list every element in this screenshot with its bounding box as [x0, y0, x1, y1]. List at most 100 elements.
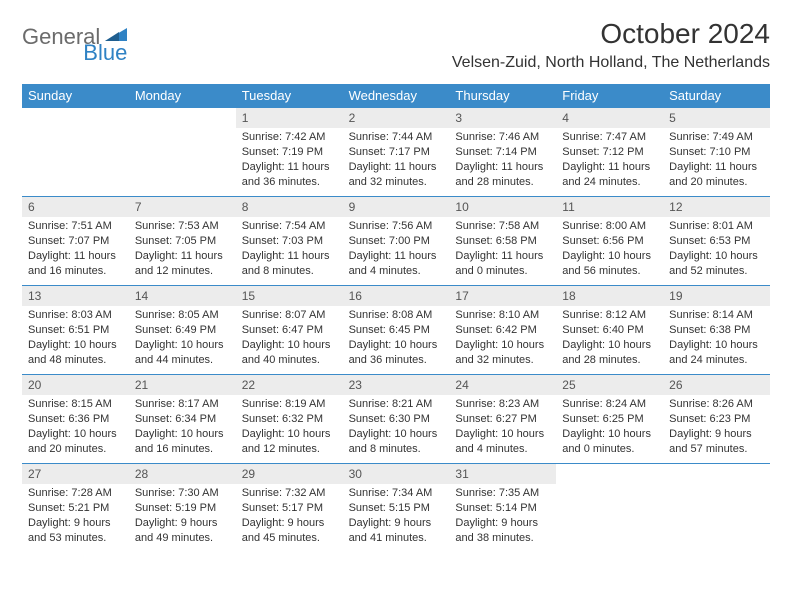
sunset-text: Sunset: 7:17 PM — [349, 145, 444, 160]
calendar-cell: 13Sunrise: 8:03 AMSunset: 6:51 PMDayligh… — [22, 286, 129, 374]
cell-body: Sunrise: 7:58 AMSunset: 6:58 PMDaylight:… — [449, 217, 556, 282]
sunrise-text: Sunrise: 8:05 AM — [135, 308, 230, 323]
date-number: 29 — [236, 464, 343, 484]
cell-body: Sunrise: 8:26 AMSunset: 6:23 PMDaylight:… — [663, 395, 770, 460]
cell-body: Sunrise: 8:05 AMSunset: 6:49 PMDaylight:… — [129, 306, 236, 371]
week-row: 27Sunrise: 7:28 AMSunset: 5:21 PMDayligh… — [22, 463, 770, 552]
date-number: 26 — [663, 375, 770, 395]
calendar-cell: 28Sunrise: 7:30 AMSunset: 5:19 PMDayligh… — [129, 464, 236, 552]
sunset-text: Sunset: 5:21 PM — [28, 501, 123, 516]
cell-body: Sunrise: 7:30 AMSunset: 5:19 PMDaylight:… — [129, 484, 236, 549]
calendar-cell: 11Sunrise: 8:00 AMSunset: 6:56 PMDayligh… — [556, 197, 663, 285]
sunrise-text: Sunrise: 7:44 AM — [349, 130, 444, 145]
day-header-friday: Friday — [556, 84, 663, 108]
day-header-monday: Monday — [129, 84, 236, 108]
date-number: 30 — [343, 464, 450, 484]
calendar-cell: 10Sunrise: 7:58 AMSunset: 6:58 PMDayligh… — [449, 197, 556, 285]
day-header-sunday: Sunday — [22, 84, 129, 108]
sunset-text: Sunset: 6:58 PM — [455, 234, 550, 249]
sunset-text: Sunset: 7:00 PM — [349, 234, 444, 249]
date-number: 21 — [129, 375, 236, 395]
calendar-cell: 15Sunrise: 8:07 AMSunset: 6:47 PMDayligh… — [236, 286, 343, 374]
cell-body: Sunrise: 8:15 AMSunset: 6:36 PMDaylight:… — [22, 395, 129, 460]
week-row: 13Sunrise: 8:03 AMSunset: 6:51 PMDayligh… — [22, 285, 770, 374]
sunrise-text: Sunrise: 7:53 AM — [135, 219, 230, 234]
date-number: 18 — [556, 286, 663, 306]
calendar-cell: 26Sunrise: 8:26 AMSunset: 6:23 PMDayligh… — [663, 375, 770, 463]
sunset-text: Sunset: 7:03 PM — [242, 234, 337, 249]
sunset-text: Sunset: 6:40 PM — [562, 323, 657, 338]
month-title: October 2024 — [452, 18, 770, 50]
cell-body: Sunrise: 7:51 AMSunset: 7:07 PMDaylight:… — [22, 217, 129, 282]
date-number: 25 — [556, 375, 663, 395]
sunrise-text: Sunrise: 7:34 AM — [349, 486, 444, 501]
sunrise-text: Sunrise: 8:19 AM — [242, 397, 337, 412]
sunrise-text: Sunrise: 8:01 AM — [669, 219, 764, 234]
sunset-text: Sunset: 6:49 PM — [135, 323, 230, 338]
calendar-cell: 22Sunrise: 8:19 AMSunset: 6:32 PMDayligh… — [236, 375, 343, 463]
calendar: Sunday Monday Tuesday Wednesday Thursday… — [22, 84, 770, 552]
sunset-text: Sunset: 6:23 PM — [669, 412, 764, 427]
date-number: 11 — [556, 197, 663, 217]
week-row: 6Sunrise: 7:51 AMSunset: 7:07 PMDaylight… — [22, 196, 770, 285]
sunrise-text: Sunrise: 8:08 AM — [349, 308, 444, 323]
daylight-text: Daylight: 10 hours and 4 minutes. — [455, 427, 550, 457]
cell-body: Sunrise: 7:56 AMSunset: 7:00 PMDaylight:… — [343, 217, 450, 282]
sunset-text: Sunset: 7:19 PM — [242, 145, 337, 160]
calendar-cell: 3Sunrise: 7:46 AMSunset: 7:14 PMDaylight… — [449, 108, 556, 196]
logo-text-blue: Blue — [83, 40, 127, 66]
sunset-text: Sunset: 6:34 PM — [135, 412, 230, 427]
calendar-cell: 27Sunrise: 7:28 AMSunset: 5:21 PMDayligh… — [22, 464, 129, 552]
cell-body: Sunrise: 8:24 AMSunset: 6:25 PMDaylight:… — [556, 395, 663, 460]
sunset-text: Sunset: 7:12 PM — [562, 145, 657, 160]
sunrise-text: Sunrise: 8:24 AM — [562, 397, 657, 412]
daylight-text: Daylight: 10 hours and 44 minutes. — [135, 338, 230, 368]
sunrise-text: Sunrise: 8:14 AM — [669, 308, 764, 323]
date-number: 10 — [449, 197, 556, 217]
daylight-text: Daylight: 10 hours and 36 minutes. — [349, 338, 444, 368]
logo: General Blue — [22, 24, 171, 50]
date-number: 12 — [663, 197, 770, 217]
sunrise-text: Sunrise: 7:30 AM — [135, 486, 230, 501]
calendar-cell: 30Sunrise: 7:34 AMSunset: 5:15 PMDayligh… — [343, 464, 450, 552]
calendar-cell: 16Sunrise: 8:08 AMSunset: 6:45 PMDayligh… — [343, 286, 450, 374]
cell-body: Sunrise: 8:21 AMSunset: 6:30 PMDaylight:… — [343, 395, 450, 460]
daylight-text: Daylight: 11 hours and 24 minutes. — [562, 160, 657, 190]
date-number: 2 — [343, 108, 450, 128]
day-header-saturday: Saturday — [663, 84, 770, 108]
cell-body: Sunrise: 8:01 AMSunset: 6:53 PMDaylight:… — [663, 217, 770, 282]
calendar-cell: 24Sunrise: 8:23 AMSunset: 6:27 PMDayligh… — [449, 375, 556, 463]
sunset-text: Sunset: 6:47 PM — [242, 323, 337, 338]
title-block: October 2024 Velsen-Zuid, North Holland,… — [452, 18, 770, 72]
date-number: 3 — [449, 108, 556, 128]
sunrise-text: Sunrise: 7:51 AM — [28, 219, 123, 234]
header: General Blue October 2024 Velsen-Zuid, N… — [22, 18, 770, 72]
calendar-cell: 25Sunrise: 8:24 AMSunset: 6:25 PMDayligh… — [556, 375, 663, 463]
sunset-text: Sunset: 5:14 PM — [455, 501, 550, 516]
day-header-row: Sunday Monday Tuesday Wednesday Thursday… — [22, 84, 770, 108]
sunrise-text: Sunrise: 7:54 AM — [242, 219, 337, 234]
calendar-cell: 12Sunrise: 8:01 AMSunset: 6:53 PMDayligh… — [663, 197, 770, 285]
daylight-text: Daylight: 11 hours and 0 minutes. — [455, 249, 550, 279]
daylight-text: Daylight: 10 hours and 28 minutes. — [562, 338, 657, 368]
sunrise-text: Sunrise: 7:42 AM — [242, 130, 337, 145]
calendar-cell — [22, 108, 129, 196]
date-number: 19 — [663, 286, 770, 306]
sunrise-text: Sunrise: 7:35 AM — [455, 486, 550, 501]
week-row: 1Sunrise: 7:42 AMSunset: 7:19 PMDaylight… — [22, 108, 770, 196]
sunset-text: Sunset: 6:42 PM — [455, 323, 550, 338]
calendar-cell — [663, 464, 770, 552]
day-header-wednesday: Wednesday — [343, 84, 450, 108]
cell-body: Sunrise: 7:42 AMSunset: 7:19 PMDaylight:… — [236, 128, 343, 193]
cell-body: Sunrise: 7:46 AMSunset: 7:14 PMDaylight:… — [449, 128, 556, 193]
calendar-cell: 7Sunrise: 7:53 AMSunset: 7:05 PMDaylight… — [129, 197, 236, 285]
date-number: 27 — [22, 464, 129, 484]
daylight-text: Daylight: 9 hours and 57 minutes. — [669, 427, 764, 457]
location: Velsen-Zuid, North Holland, The Netherla… — [452, 54, 770, 72]
daylight-text: Daylight: 10 hours and 16 minutes. — [135, 427, 230, 457]
sunset-text: Sunset: 6:56 PM — [562, 234, 657, 249]
date-number: 13 — [22, 286, 129, 306]
cell-body: Sunrise: 7:35 AMSunset: 5:14 PMDaylight:… — [449, 484, 556, 549]
calendar-cell: 31Sunrise: 7:35 AMSunset: 5:14 PMDayligh… — [449, 464, 556, 552]
cell-body: Sunrise: 8:00 AMSunset: 6:56 PMDaylight:… — [556, 217, 663, 282]
